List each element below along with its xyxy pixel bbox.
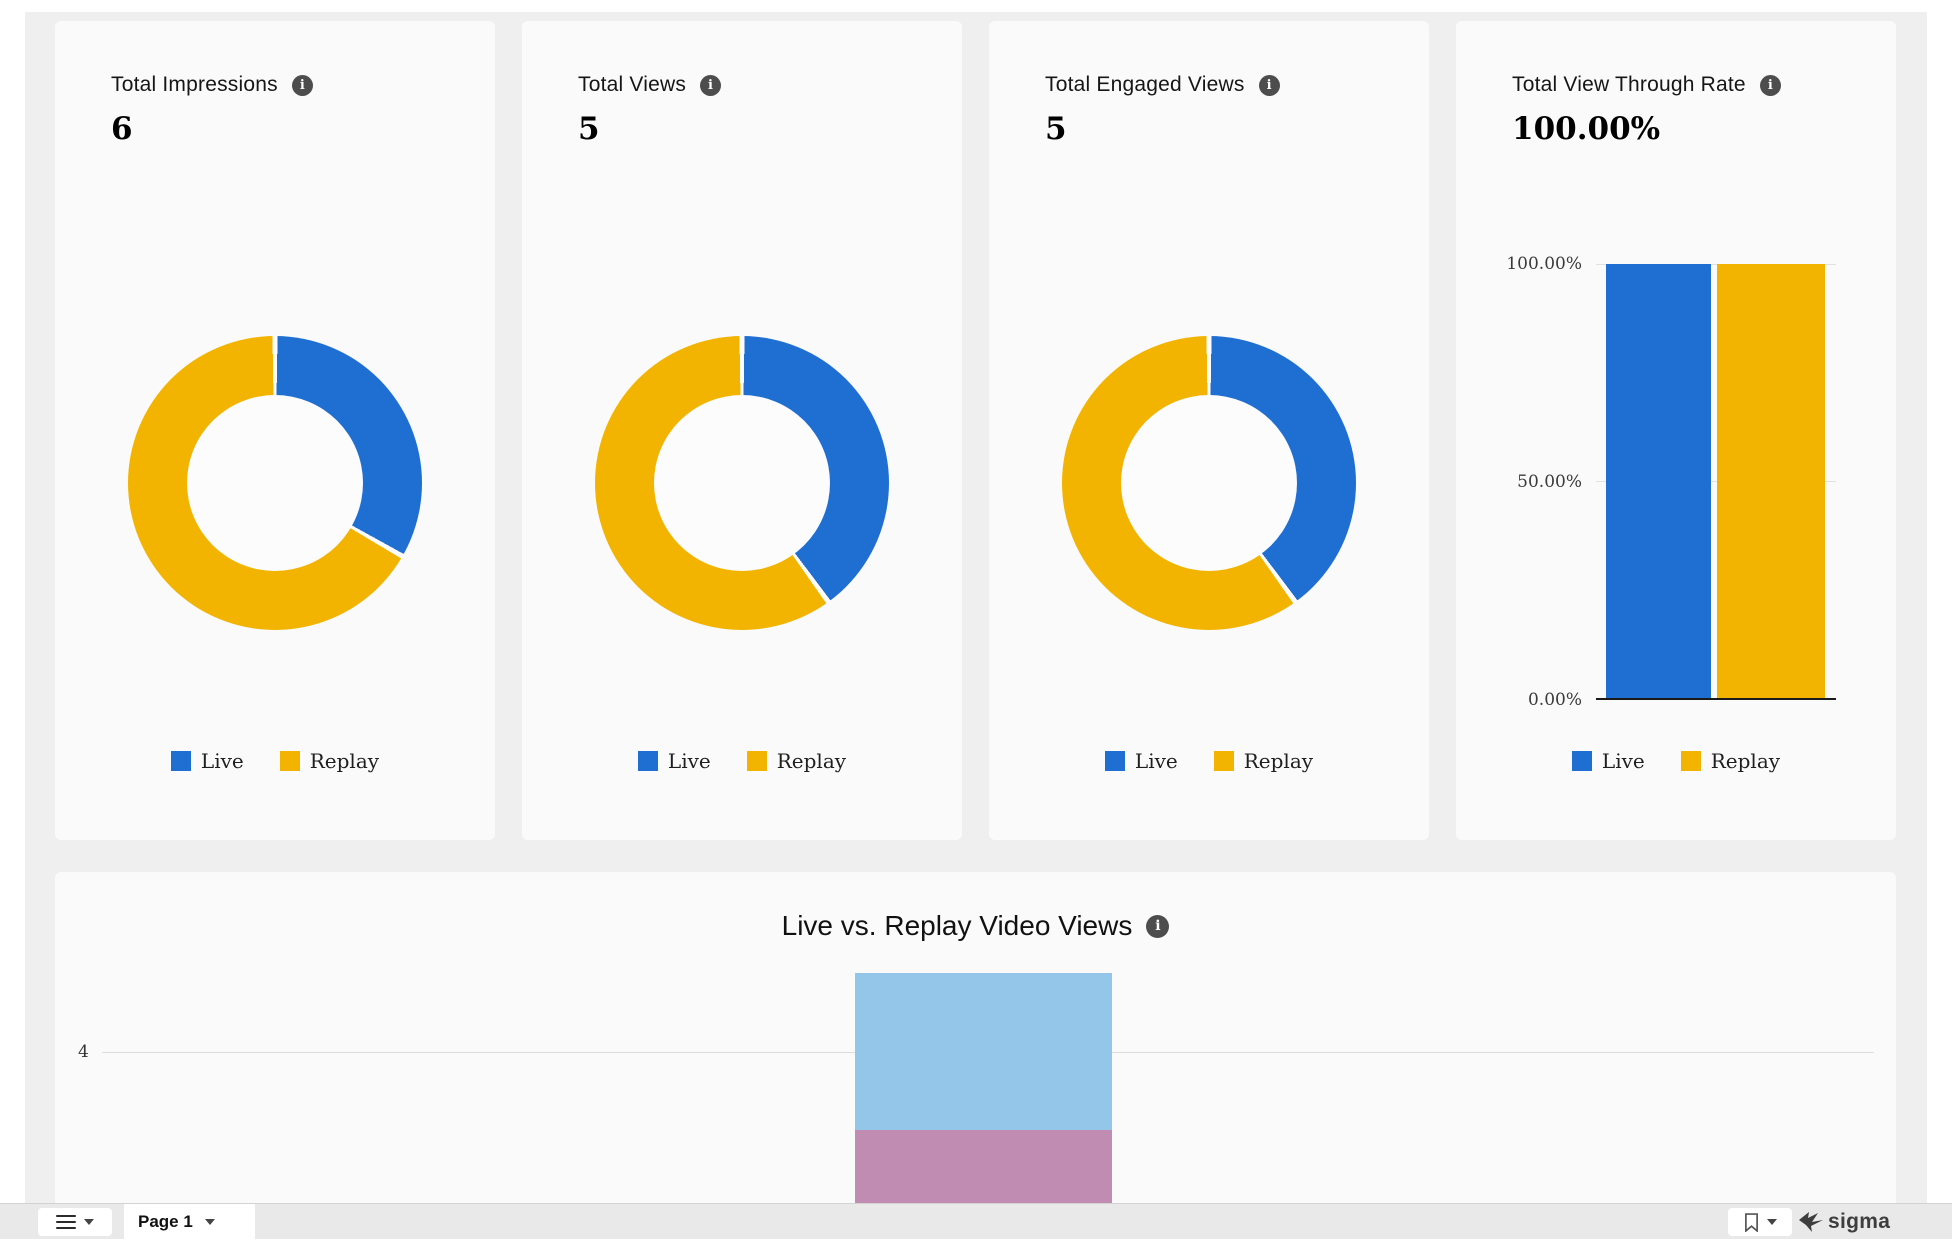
kpi-card-total-views: Total Views 5 Live Replay xyxy=(522,21,962,840)
legend-label-live: Live xyxy=(667,749,711,773)
chart-legend: Live Replay xyxy=(522,749,962,773)
gridline xyxy=(1596,481,1836,482)
legend-label-replay: Replay xyxy=(776,749,847,773)
donut-hole xyxy=(654,395,830,571)
legend-swatch-replay xyxy=(1680,751,1701,771)
donut-hole xyxy=(187,395,363,571)
legend-label-live: Live xyxy=(200,749,244,773)
card-title: Total Engaged Views xyxy=(1045,73,1245,96)
chevron-down-icon xyxy=(1766,1219,1777,1225)
legend-item-replay: Replay xyxy=(279,749,380,773)
legend-swatch-live xyxy=(170,751,191,771)
sigma-logo-icon xyxy=(1799,1212,1823,1232)
info-icon[interactable] xyxy=(1258,74,1280,96)
legend-swatch-live xyxy=(1571,751,1592,771)
gridline xyxy=(1596,264,1836,265)
bookmark-icon xyxy=(1744,1212,1758,1232)
legend-item-live: Live xyxy=(170,749,244,773)
card-title: Total View Through Rate xyxy=(1512,73,1746,96)
kpi-cards-row: Total Impressions 6 Live Replay Total Vi… xyxy=(55,21,1896,840)
legend-item-replay: Replay xyxy=(746,749,847,773)
legend-label-replay: Replay xyxy=(1243,749,1314,773)
legend-swatch-live xyxy=(1104,751,1125,771)
stacked-bar-segment-top[interactable] xyxy=(855,973,1112,1130)
info-icon[interactable] xyxy=(291,74,313,96)
legend-item-replay: Replay xyxy=(1213,749,1314,773)
main-chart-card: Live vs. Replay Video Views 4 xyxy=(55,872,1896,1203)
y-axis-tick: 0.00% xyxy=(1527,690,1582,710)
pages-menu-button[interactable] xyxy=(38,1208,112,1236)
donut-hole xyxy=(1121,395,1297,571)
tab-page-1[interactable]: Page 1 xyxy=(124,1204,255,1240)
bar-chart xyxy=(1596,264,1836,700)
legend-label-live: Live xyxy=(1134,749,1178,773)
page-tab-label: Page 1 xyxy=(138,1212,193,1231)
donut-chart[interactable] xyxy=(595,336,889,630)
donut-chart[interactable] xyxy=(1062,336,1356,630)
kpi-value: 6 xyxy=(111,111,133,147)
card-title: Total Views xyxy=(578,73,687,96)
legend-item-live: Live xyxy=(1104,749,1178,773)
legend-item-live: Live xyxy=(637,749,711,773)
kpi-value: 5 xyxy=(1045,111,1067,147)
y-axis-tick: 4 xyxy=(78,1042,89,1062)
legend-swatch-replay xyxy=(1213,751,1234,771)
legend-swatch-replay xyxy=(746,751,767,771)
bar-replay[interactable] xyxy=(1717,264,1825,698)
legend-item-live: Live xyxy=(1571,749,1645,773)
sigma-branding[interactable]: sigma xyxy=(1798,1206,1890,1238)
chart-legend: Live Replay xyxy=(989,749,1429,773)
legend-label-replay: Replay xyxy=(1710,749,1781,773)
card-title: Total Impressions xyxy=(111,73,278,96)
kpi-card-total-engaged-views: Total Engaged Views 5 Live Replay xyxy=(989,21,1429,840)
legend-swatch-replay xyxy=(279,751,300,771)
chevron-down-icon xyxy=(204,1219,215,1225)
bar-live[interactable] xyxy=(1606,264,1711,698)
stacked-bar-segment-bottom[interactable] xyxy=(855,1130,1112,1203)
kpi-card-total-impressions: Total Impressions 6 Live Replay xyxy=(55,21,495,840)
donut-chart[interactable] xyxy=(128,336,422,630)
legend-swatch-live xyxy=(637,751,658,771)
chevron-down-icon xyxy=(84,1219,94,1225)
bottom-toolbar: Page 1 sigma xyxy=(0,1203,1952,1240)
y-axis-tick: 100.00% xyxy=(1506,254,1582,274)
info-icon[interactable] xyxy=(700,74,722,96)
legend-label-live: Live xyxy=(1601,749,1645,773)
chart-legend: Live Replay xyxy=(1456,749,1896,773)
kpi-card-total-view-through-rate: Total View Through Rate 100.00% 100.00% … xyxy=(1456,21,1896,840)
info-icon[interactable] xyxy=(1146,914,1170,938)
stacked-bar[interactable] xyxy=(855,973,1112,1203)
kpi-value: 5 xyxy=(578,111,600,147)
main-chart-title: Live vs. Replay Video Views xyxy=(781,910,1133,941)
y-axis-tick: 50.00% xyxy=(1517,472,1582,492)
bookmark-button[interactable] xyxy=(1728,1208,1792,1236)
chart-legend: Live Replay xyxy=(55,749,495,773)
hamburger-menu-icon xyxy=(56,1211,76,1233)
legend-label-replay: Replay xyxy=(309,749,380,773)
info-icon[interactable] xyxy=(1759,74,1781,96)
legend-item-replay: Replay xyxy=(1680,749,1781,773)
kpi-value: 100.00% xyxy=(1512,111,1661,147)
brand-text: sigma xyxy=(1828,1210,1891,1233)
